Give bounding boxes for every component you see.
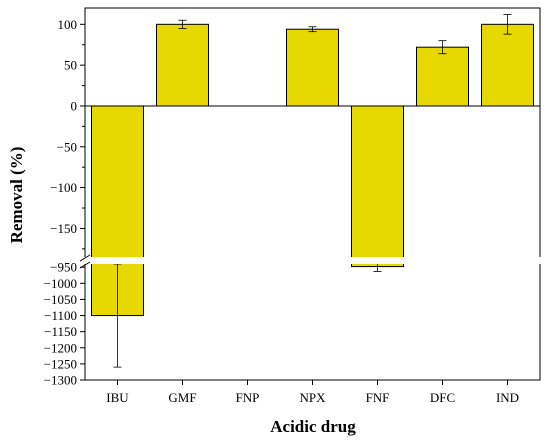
bar-fnf (351, 105, 404, 268)
y-tick-label: −150 (50, 221, 77, 236)
y-tick-label: −950 (50, 260, 77, 275)
y-tick-label: −1150 (44, 324, 77, 339)
bar-npx (286, 28, 339, 107)
break-mark-top (79, 254, 91, 262)
y-tick-label: −1200 (44, 340, 77, 355)
x-tick-label-fnf: FNF (366, 390, 390, 405)
y-tick-label: −50 (57, 139, 77, 154)
bar-ind (481, 23, 534, 107)
labels-layer: IBU GMF FNP NPX FNF DFC IND 100 50 0 −50 −100 −150 −9… (44, 17, 519, 405)
y-tick-label: −100 (50, 180, 77, 195)
y-tick-label: −1300 (44, 373, 77, 388)
x-tick-label-ind: IND (496, 390, 519, 405)
y-tick-label: −1050 (44, 292, 77, 307)
upper-frame (84, 7, 541, 257)
y-axis-title: Removal (%) (7, 147, 26, 244)
x-axis-title: Acidic drug (270, 417, 356, 436)
x-tick-label-gmf: GMF (168, 390, 196, 405)
y-tick-label: −1100 (44, 308, 77, 323)
x-tick-label-ibu: IBU (106, 390, 129, 405)
x-tick-label-dfc: DFC (430, 390, 455, 405)
x-tick-label-npx: NPX (299, 390, 326, 405)
bar-dfc (416, 46, 469, 107)
bars-layer (91, 14, 534, 368)
y-tick-label: −1000 (44, 276, 77, 291)
y-tick-label: −1250 (44, 356, 77, 371)
lower-frame (84, 264, 541, 381)
y-tick-label: 100 (58, 17, 78, 32)
y-tick-label: 50 (64, 58, 77, 73)
axes-layer (77, 7, 548, 385)
axis-break-gap (77, 257, 548, 264)
bar-gmf (156, 23, 209, 107)
y-tick-label: 0 (71, 98, 78, 113)
x-tick-label-fnp: FNP (236, 390, 260, 405)
